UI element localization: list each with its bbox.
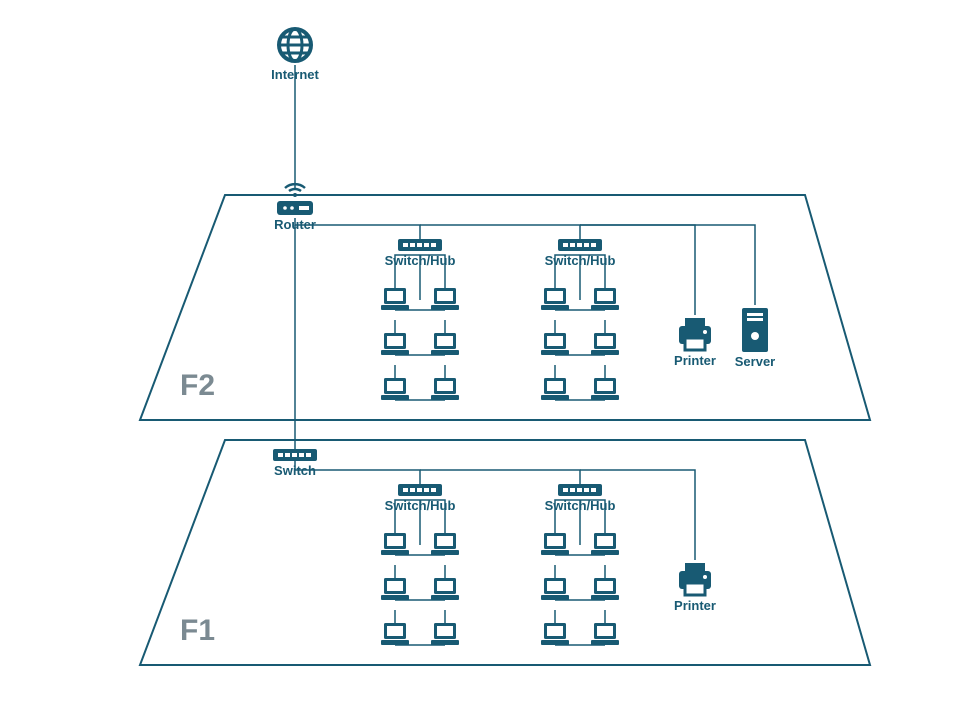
floor-F1 (140, 440, 870, 665)
floor-label-F2: F2 (180, 369, 215, 402)
node-printer2: Printer (674, 318, 716, 368)
node-label: Switch/Hub (545, 498, 616, 513)
node-sw2b: Switch/Hub (545, 239, 616, 268)
internet-icon (279, 29, 311, 61)
laptop-icon (431, 333, 459, 355)
edge-2 (420, 225, 580, 240)
laptop-icon (591, 623, 619, 645)
switch-icon (273, 449, 317, 461)
node-sw1m: Switch (273, 449, 317, 478)
node-internet: Internet (271, 29, 319, 82)
node-label: Server (735, 354, 775, 369)
laptop-icon (431, 578, 459, 600)
laptop-icon (381, 333, 409, 355)
node-label: Printer (674, 598, 716, 613)
laptop-icon (591, 333, 619, 355)
node-layer: Internet Router Switch/Hub Switch/Hub Printe… (271, 29, 775, 613)
node-sw1b: Switch/Hub (545, 484, 616, 513)
laptop-icon (591, 378, 619, 400)
router-icon (277, 184, 313, 215)
node-printer1: Printer (674, 563, 716, 613)
node-label: Switch/Hub (545, 253, 616, 268)
laptop-icon (431, 378, 459, 400)
laptop-icon (591, 578, 619, 600)
laptop-icon (431, 623, 459, 645)
laptop-icon (541, 288, 569, 310)
laptop-icon (381, 378, 409, 400)
node-server2: Server (735, 308, 775, 369)
switch-icon (398, 484, 442, 496)
laptop-icon (431, 288, 459, 310)
floor-F2 (140, 195, 870, 420)
laptop-icon (541, 578, 569, 600)
laptop-icon (381, 578, 409, 600)
laptop-icon (381, 533, 409, 555)
node-sw2a: Switch/Hub (385, 239, 456, 268)
switch-icon (558, 239, 602, 251)
laptop-icon (541, 623, 569, 645)
laptop-icon (591, 288, 619, 310)
laptop-icon (541, 333, 569, 355)
floor-label-F1: F1 (180, 614, 215, 647)
laptop-icon (431, 533, 459, 555)
node-label: Internet (271, 67, 319, 82)
laptop-icon (381, 288, 409, 310)
node-label: Switch (274, 463, 316, 478)
node-label: Router (274, 217, 316, 232)
server-icon (742, 308, 768, 352)
floor-layer: F2 F1 (140, 195, 870, 665)
laptop-icon (591, 533, 619, 555)
edge-27 (420, 470, 580, 485)
node-label: Switch/Hub (385, 253, 456, 268)
node-label: Switch/Hub (385, 498, 456, 513)
laptop-icon (541, 533, 569, 555)
switch-icon (558, 484, 602, 496)
node-router: Router (274, 184, 316, 232)
node-sw1a: Switch/Hub (385, 484, 456, 513)
laptop-icon (381, 623, 409, 645)
node-label: Printer (674, 353, 716, 368)
pc-layer (381, 288, 619, 645)
network-diagram: F2 F1 Internet Router Switch/Hub Switch/Hub P… (0, 0, 960, 720)
printer-icon (679, 318, 711, 350)
switch-icon (398, 239, 442, 251)
printer-icon (679, 563, 711, 595)
laptop-icon (541, 378, 569, 400)
